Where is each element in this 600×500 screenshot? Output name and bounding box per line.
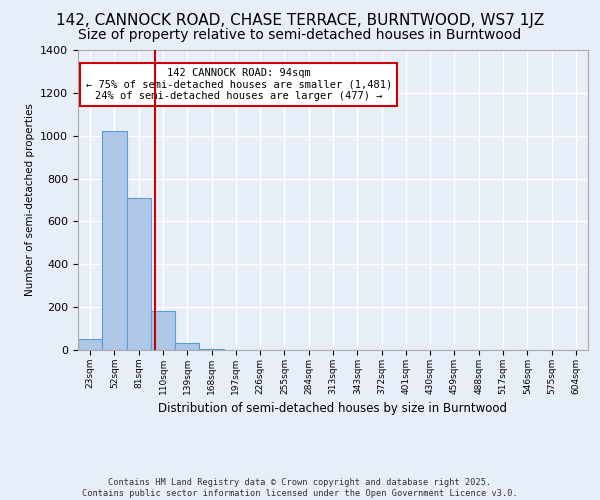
- Bar: [78, 340, 102, 350]
- Bar: [151, 312, 175, 350]
- Bar: [127, 198, 151, 350]
- Text: Size of property relative to semi-detached houses in Burntwood: Size of property relative to semi-detach…: [79, 28, 521, 42]
- Y-axis label: Number of semi-detached properties: Number of semi-detached properties: [25, 104, 35, 296]
- X-axis label: Distribution of semi-detached houses by size in Burntwood: Distribution of semi-detached houses by …: [158, 402, 508, 415]
- Text: Contains HM Land Registry data © Crown copyright and database right 2025.
Contai: Contains HM Land Registry data © Crown c…: [82, 478, 518, 498]
- Text: 142, CANNOCK ROAD, CHASE TERRACE, BURNTWOOD, WS7 1JZ: 142, CANNOCK ROAD, CHASE TERRACE, BURNTW…: [56, 12, 544, 28]
- Bar: [175, 342, 199, 350]
- Bar: [102, 132, 127, 350]
- Bar: [199, 349, 224, 350]
- Text: 142 CANNOCK ROAD: 94sqm
← 75% of semi-detached houses are smaller (1,481)
24% of: 142 CANNOCK ROAD: 94sqm ← 75% of semi-de…: [86, 68, 392, 101]
